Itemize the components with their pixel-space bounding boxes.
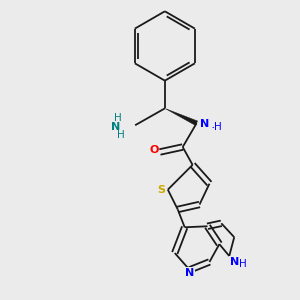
Text: -: - <box>212 122 215 132</box>
Text: N: N <box>200 119 209 129</box>
Text: N: N <box>111 122 120 132</box>
Text: H: H <box>114 113 122 123</box>
Text: N: N <box>230 257 239 267</box>
Text: N: N <box>185 268 194 278</box>
Text: H: H <box>117 130 125 140</box>
Text: H: H <box>239 259 247 269</box>
Text: H: H <box>214 122 222 132</box>
Text: S: S <box>157 184 165 195</box>
Text: O: O <box>149 145 159 155</box>
Polygon shape <box>165 108 198 125</box>
